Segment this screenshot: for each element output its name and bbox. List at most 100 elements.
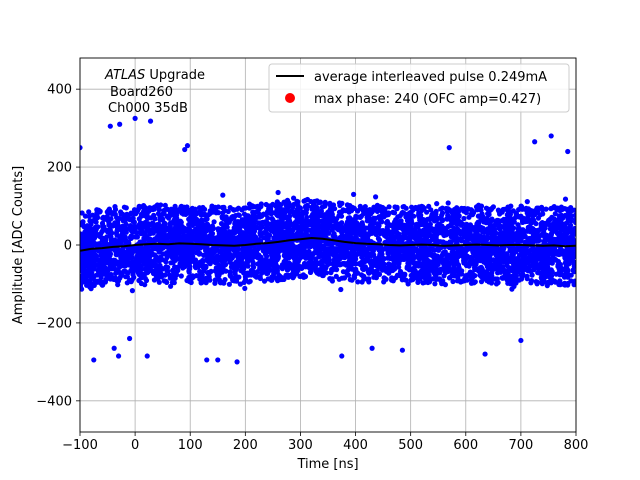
sample-point [552,278,558,284]
sample-point [519,218,526,224]
sample-point [178,219,184,225]
sample-point [319,258,325,264]
sample-point [472,265,479,271]
sample-point [247,278,253,284]
sample-point [326,218,332,225]
sample-point [341,246,347,252]
sample-point [441,259,447,265]
sample-point [249,269,255,275]
sample-point [196,205,203,211]
sample-point [532,208,538,214]
sample-point [520,272,526,278]
sample-point [480,226,486,232]
sample-point [203,280,209,286]
sample-point [453,254,459,260]
sample-point [281,253,287,259]
sample-point [427,267,433,273]
sample-point [393,220,399,226]
sample-point [506,221,512,227]
sample-point [122,263,128,269]
sample-point [478,279,485,285]
sample-point [351,275,358,281]
sample-point [209,230,216,237]
sample-point [463,210,469,216]
sample-point [428,207,434,213]
sample-point [359,279,365,285]
sample-point [327,202,333,208]
sample-point [100,235,106,241]
sample-point [178,263,184,269]
sample-point [513,273,519,279]
sample-point [257,214,263,220]
sample-point [292,219,298,225]
sample-point [360,236,366,242]
sample-point [422,258,428,264]
sample-point [573,262,576,268]
sample-point [479,266,485,272]
sample-point [455,272,462,278]
sample-point [309,252,315,259]
sample-point [108,234,114,240]
sample-point [277,242,284,248]
sample-point [196,251,202,257]
sample-point [193,273,200,279]
sample-point [322,253,328,259]
sample-point [329,209,335,215]
sample-point [485,250,491,256]
sample-point [139,254,145,260]
sample-point [374,267,380,274]
sample-point [432,281,438,287]
sample-point [236,234,242,240]
sample-point [489,270,495,276]
sample-point [563,263,569,269]
sample-point [320,231,326,237]
sample-point [164,206,170,212]
sample-point [546,217,552,223]
sample-point [283,272,289,278]
sample-point [155,276,161,282]
sample-point [341,275,347,281]
sample-point [355,279,361,285]
sample-point [525,224,531,230]
sample-point [214,239,220,245]
sample-point [210,225,217,232]
sample-point [373,194,379,200]
sample-point [530,232,536,238]
sample-point [142,219,148,226]
sample-point [156,207,162,213]
sample-point [309,206,315,212]
sample-point [455,248,461,254]
sample-point [394,272,401,278]
sample-point [352,268,358,275]
sample-point [128,211,134,217]
sample-point [478,207,484,213]
sample-point [429,276,436,282]
sample-point [206,274,212,280]
sample-point [287,223,293,229]
sample-point [106,222,112,228]
sample-point [95,279,101,285]
sample-point [548,206,554,212]
sample-point [155,257,161,263]
sample-point [124,211,130,217]
sample-point [103,276,109,283]
sample-point [568,272,574,278]
sample-point [536,248,542,254]
sample-point [376,271,383,277]
sample-point [539,266,546,272]
sample-point [158,202,164,208]
sample-point [250,204,256,210]
sample-point [101,254,107,261]
sample-point [186,266,192,272]
sample-point [547,268,553,274]
sample-point [389,262,395,268]
sample-point [478,257,485,263]
sample-point [208,268,214,274]
sample-point [211,219,217,225]
sample-point [376,247,382,253]
sample-point [368,261,374,268]
sample-point [152,204,158,210]
sample-point [124,280,130,286]
sample-point [111,265,117,272]
sample-point [131,219,137,225]
